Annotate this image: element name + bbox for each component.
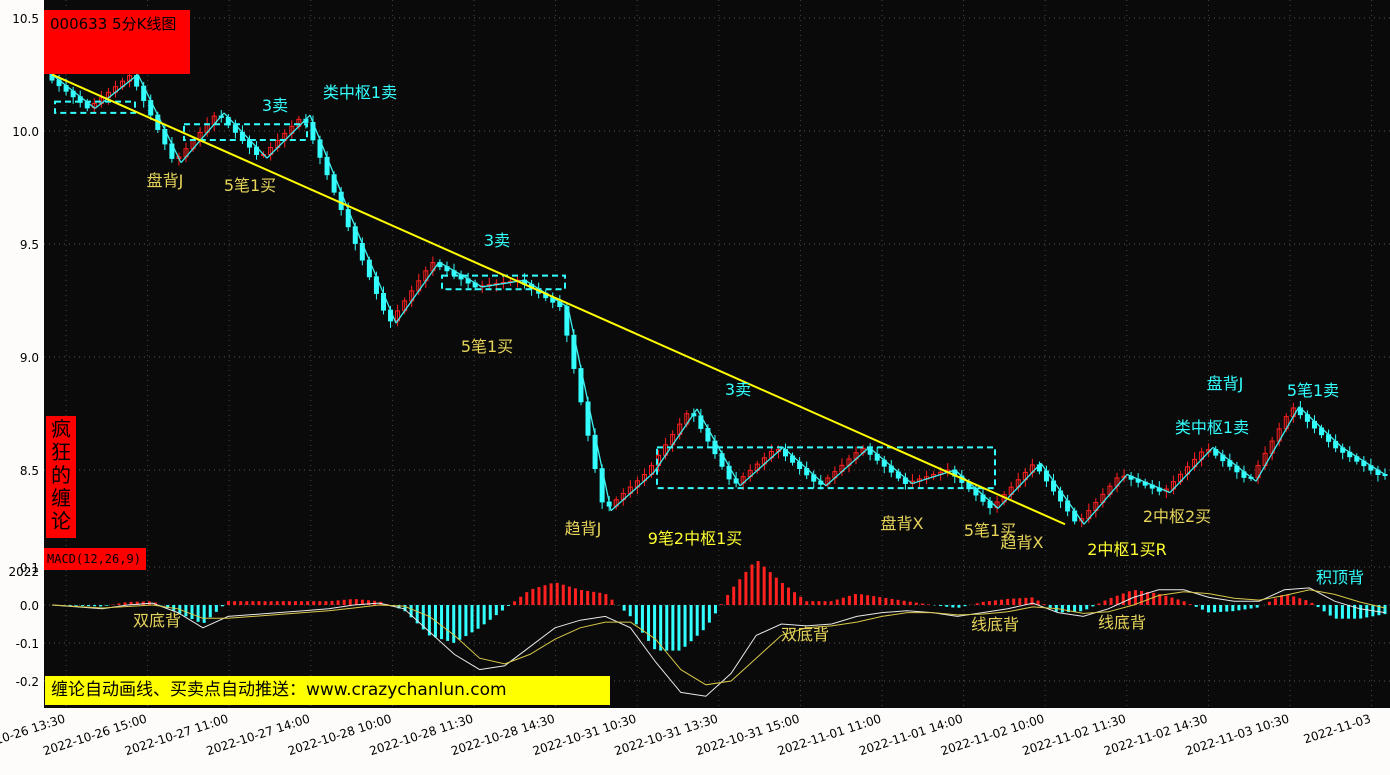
- price-annotation: 3卖: [484, 231, 510, 250]
- bi-stroke: [739, 446, 784, 487]
- bi-stroke: [1255, 406, 1300, 482]
- bi-stroke: [352, 221, 397, 324]
- macd-title: MACD(12,26,9): [44, 548, 146, 570]
- macd-annotation: 线底背: [971, 615, 1019, 634]
- bi-stroke: [1083, 474, 1128, 525]
- macd-tick-label: 0.0: [20, 599, 39, 613]
- side-char: 的: [51, 463, 71, 487]
- bi-stroke: [51, 73, 96, 109]
- price-annotation: 趋背X: [1001, 533, 1044, 552]
- bi-stroke: [180, 112, 225, 164]
- price-tick-label: 9.0: [20, 351, 39, 365]
- promo-banner[interactable]: 缠论自动画线、买卖点自动推送：www.crazychanlun.com: [45, 676, 610, 705]
- pivot-box: [54, 100, 136, 114]
- bi-stroke: [567, 307, 612, 511]
- macd-tick-label: 2022: [8, 565, 39, 579]
- bi-stroke: [137, 74, 182, 163]
- macd-tick-label: -0.2: [16, 675, 39, 689]
- bi-stroke: [997, 462, 1042, 509]
- bi-stroke: [653, 408, 698, 473]
- bi-stroke: [696, 408, 741, 487]
- bi-stroke: [868, 446, 913, 485]
- bi-stroke: [1126, 473, 1171, 494]
- side-char: 疯: [51, 417, 71, 441]
- side-char: 狂: [51, 440, 71, 464]
- bi-stroke: [309, 114, 354, 222]
- bi-stroke: [438, 261, 483, 288]
- price-tick-label: 9.5: [20, 238, 39, 252]
- bi-stroke: [954, 469, 999, 509]
- price-annotation: 类中枢1卖: [323, 83, 397, 102]
- price-annotation: 5笔1买: [964, 521, 1016, 540]
- bi-stroke: [223, 112, 268, 159]
- macd-dif-line: [51, 587, 1386, 697]
- bi-stroke: [266, 114, 311, 159]
- price-annotation: 5笔1买: [224, 176, 276, 195]
- macd-dea-line: [51, 589, 1386, 686]
- bi-stroke: [1040, 462, 1085, 525]
- price-annotation: 盘背J: [1207, 374, 1244, 393]
- macd-tick-label: -0.1: [16, 637, 39, 651]
- bi-stroke: [1169, 446, 1214, 494]
- price-annotation: 盘背X: [881, 514, 924, 533]
- side-char: 论: [51, 509, 71, 533]
- bi-stroke: [395, 261, 440, 324]
- price-annotation: 类中枢1卖: [1175, 418, 1249, 437]
- macd-annotation: 双底背: [133, 611, 181, 630]
- price-panel: [44, 0, 1390, 548]
- macd-annotation: 线底背: [1098, 613, 1146, 632]
- price-annotation: 3卖: [262, 96, 288, 115]
- price-tick-label: 10.5: [12, 12, 39, 26]
- bi-stroke: [782, 446, 827, 487]
- bi-stroke: [610, 471, 655, 512]
- price-annotation: 趋背J: [565, 519, 602, 538]
- price-tick-label: 8.5: [20, 464, 39, 478]
- price-annotation: 5笔1卖: [1287, 381, 1339, 400]
- side-char: 缠: [51, 486, 71, 510]
- macd-annotation: 积顶背: [1316, 568, 1364, 587]
- bi-stroke: [1341, 446, 1386, 476]
- price-annotation: 3卖: [725, 380, 751, 399]
- pivot-box: [183, 123, 308, 142]
- price-annotation: 盘背J: [147, 171, 184, 190]
- price-annotation: 5笔1买: [461, 337, 513, 356]
- bi-stroke: [1212, 446, 1257, 482]
- bi-stroke: [1298, 406, 1343, 448]
- price-annotation: 2中枢2买: [1143, 507, 1211, 526]
- trend-line: [51, 73, 1066, 526]
- bi-stroke: [94, 73, 139, 109]
- price-annotation: 9笔2中枢1买: [648, 529, 743, 548]
- macd-annotation: 双底背: [781, 625, 829, 644]
- bi-stroke: [825, 446, 870, 487]
- price-tick-label: 10.0: [12, 125, 39, 139]
- candle-body: [1382, 474, 1388, 477]
- chart-title: 000633 5分K线图: [44, 10, 190, 74]
- macd-tick-label: 0.1: [20, 561, 39, 575]
- side-label: 疯 狂 的 缠 论: [46, 416, 76, 538]
- price-annotation: 2中枢1买R: [1087, 540, 1166, 559]
